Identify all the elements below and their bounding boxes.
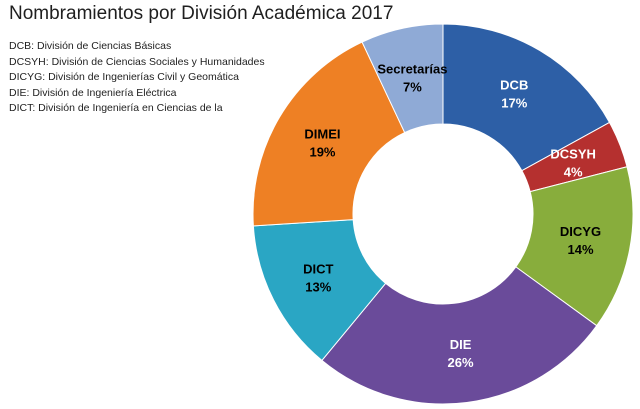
slice-label-secretarias: Secretarías — [377, 61, 447, 76]
slice-label-dicyg: DICYG — [560, 224, 601, 239]
slice-value-dict: 13% — [305, 280, 331, 295]
slice-label-dcb: DCB — [500, 77, 528, 92]
slice-label-dimei: DIMEI — [304, 127, 340, 142]
slice-label-die: DIE — [450, 337, 472, 352]
slice-dimei — [252, 41, 406, 227]
chart-title: Nombramientos por División Académica 201… — [9, 3, 394, 24]
slice-label-dcsyh: DCSYH — [550, 146, 596, 161]
slice-value-dicyg: 14% — [568, 242, 594, 257]
slice-die — [321, 266, 598, 405]
legend-notes: DCB: División de Ciencias Básicas DCSYH:… — [9, 39, 265, 117]
slice-value-dcsyh: 4% — [564, 164, 583, 179]
legend-note: DICYG: División de Ingenierías Civil y G… — [9, 71, 239, 83]
slice-value-secretarias: 7% — [403, 79, 422, 94]
legend-note: DIE: División de Ingeniería Eléctrica — [9, 86, 177, 99]
slice-value-dimei: 19% — [309, 145, 335, 160]
slice-label-dict: DICT — [303, 262, 333, 277]
legend-note: DCSYH: División de Ciencias Sociales y H… — [9, 55, 265, 68]
slice-secretarias — [361, 23, 444, 134]
slice-value-dcb: 17% — [501, 95, 527, 110]
legend-note: DCB: División de Ciencias Básicas — [9, 40, 172, 52]
slice-dcb — [442, 23, 611, 172]
slice-value-die: 26% — [448, 355, 474, 370]
legend-note: DICT: División de Ingeniería en Ciencias… — [9, 102, 223, 114]
